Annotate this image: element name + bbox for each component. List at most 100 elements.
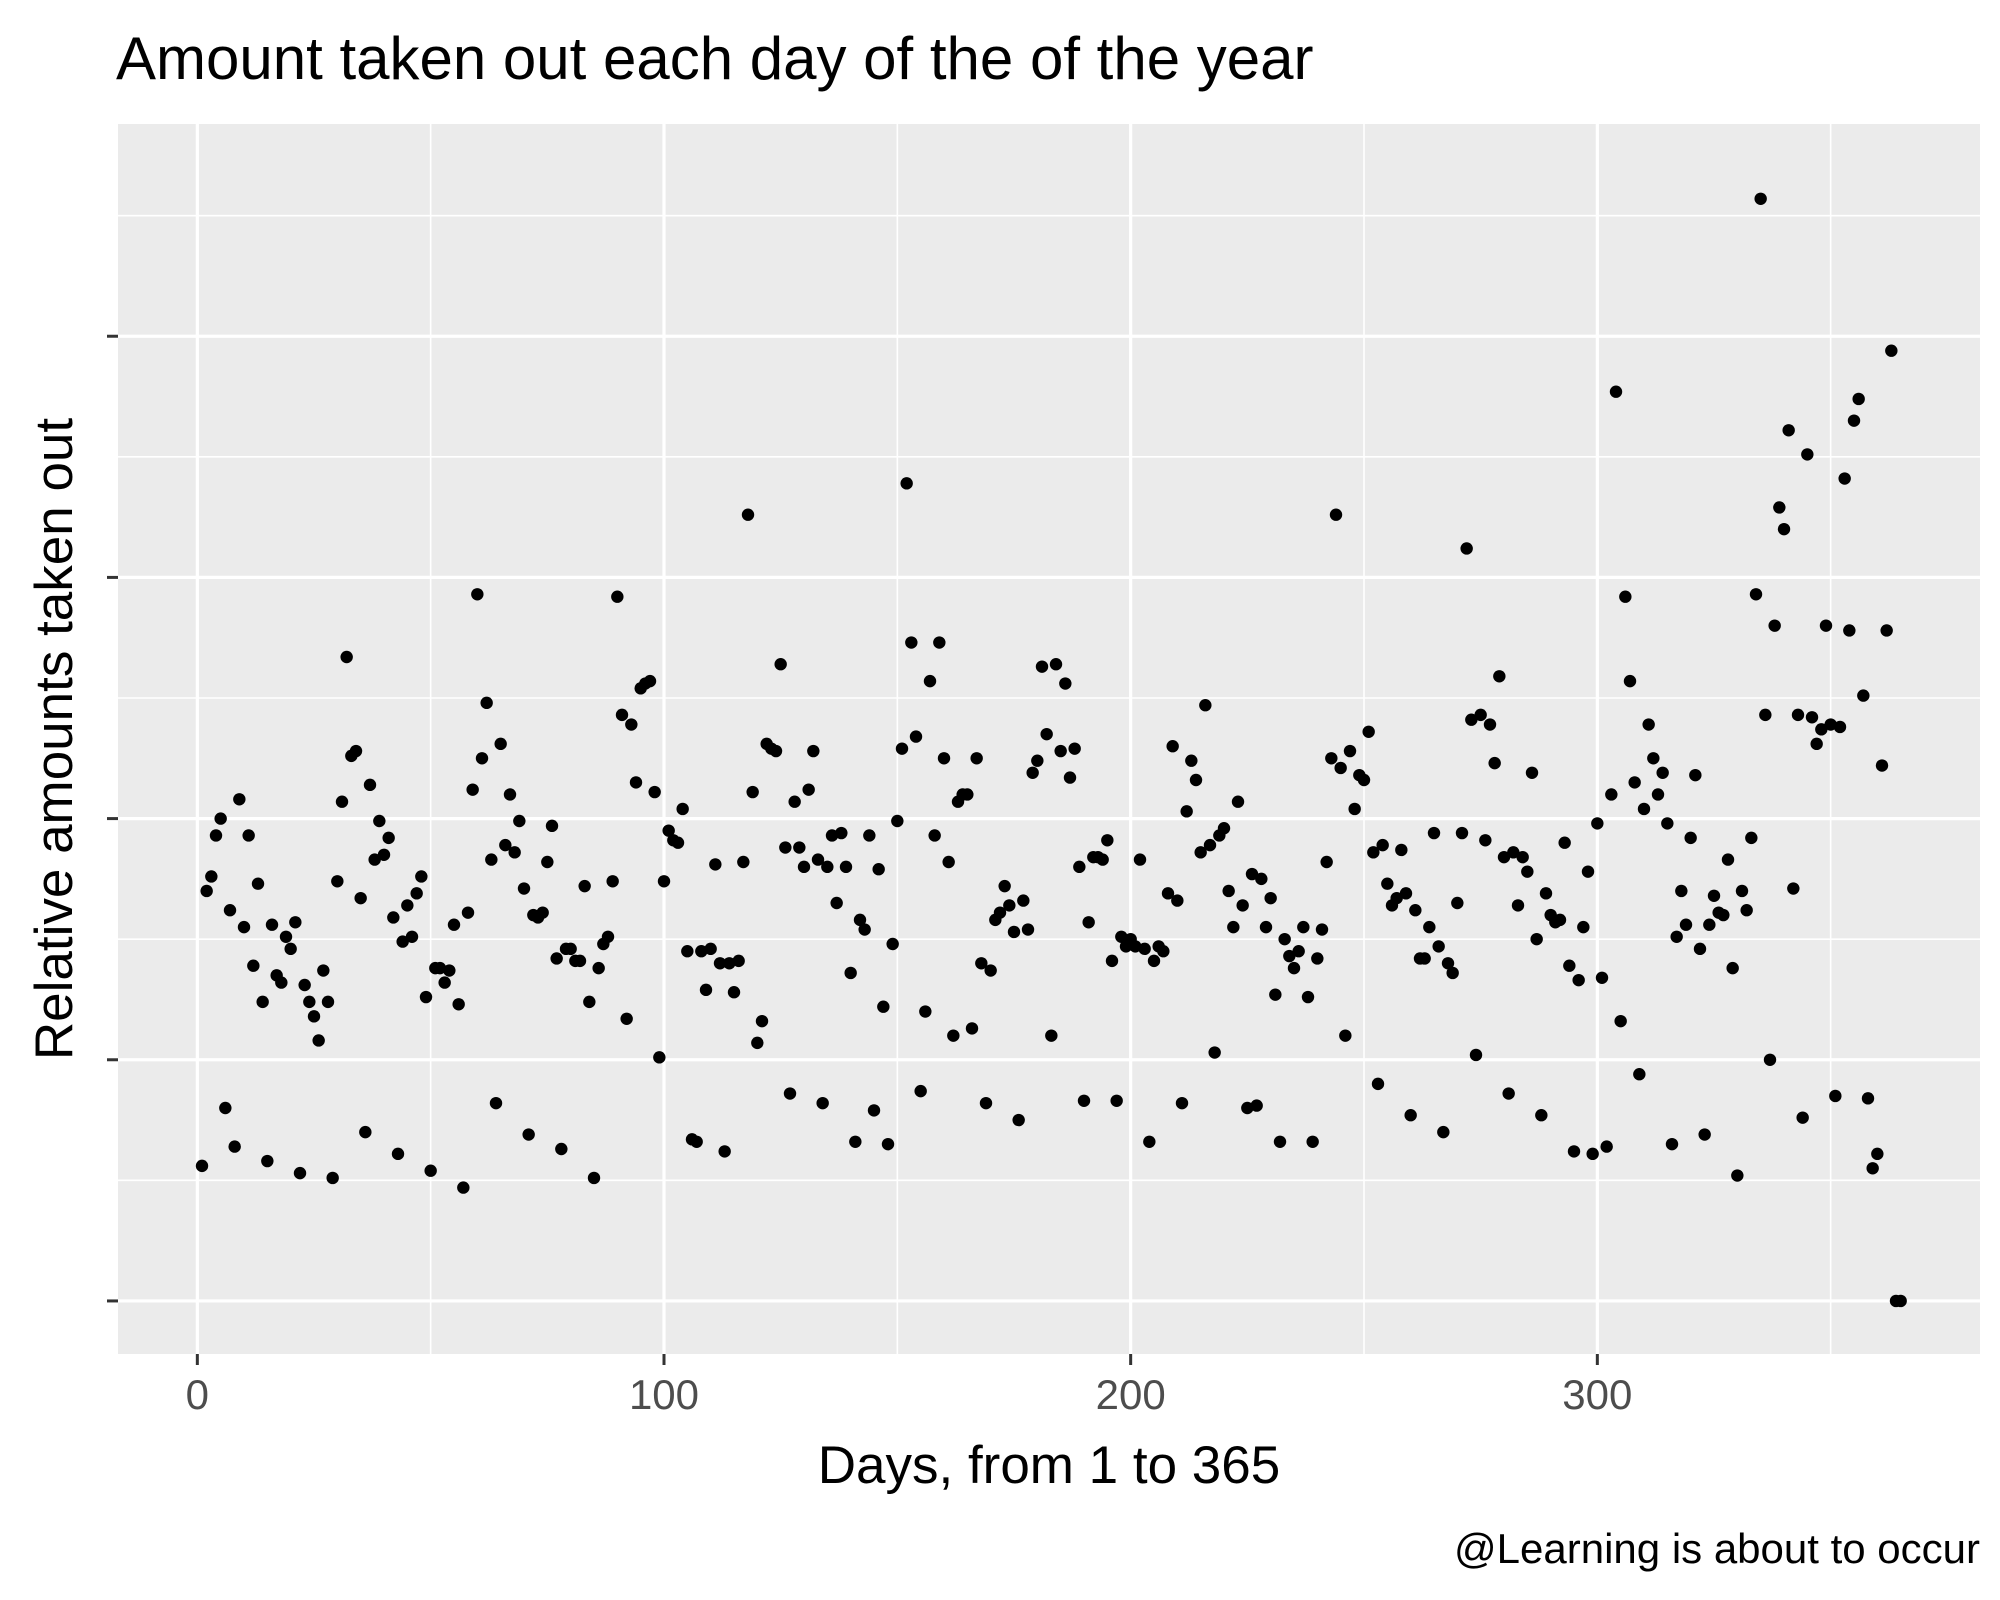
data-point — [965, 1022, 979, 1035]
data-point — [1161, 887, 1175, 900]
data-point — [1399, 887, 1413, 900]
data-point — [517, 882, 531, 895]
data-point — [1530, 932, 1543, 946]
data-point — [1619, 590, 1632, 603]
data-point — [438, 976, 451, 989]
data-point — [1586, 1147, 1599, 1161]
data-point — [1511, 899, 1525, 912]
data-point — [1105, 954, 1119, 968]
data-point — [373, 814, 386, 828]
data-point — [1292, 945, 1305, 958]
data-point — [359, 1125, 372, 1139]
data-point — [536, 906, 549, 919]
data-point — [195, 1159, 209, 1173]
data-point — [368, 853, 381, 866]
data-point — [732, 954, 745, 968]
data-point — [1810, 737, 1823, 751]
data-point — [830, 896, 843, 910]
data-point — [1502, 1087, 1515, 1100]
data-point — [797, 860, 811, 874]
data-point — [1824, 718, 1837, 731]
data-point — [1339, 1029, 1352, 1042]
data-point — [788, 795, 801, 808]
data-point — [508, 846, 521, 859]
data-point — [793, 841, 806, 854]
data-point — [615, 708, 629, 722]
data-point — [835, 826, 848, 840]
data-point — [247, 959, 260, 972]
data-point — [1273, 1135, 1287, 1148]
data-point — [1595, 971, 1609, 984]
data-point — [293, 1166, 307, 1180]
data-point — [1745, 831, 1758, 845]
data-point — [709, 858, 722, 871]
data-point — [723, 957, 736, 970]
data-point — [1525, 766, 1539, 779]
data-point — [886, 937, 899, 951]
data-point — [979, 1096, 993, 1110]
data-point — [1180, 805, 1193, 818]
data-point — [755, 1014, 769, 1028]
data-point — [1553, 913, 1567, 927]
data-point — [1423, 920, 1436, 934]
data-point — [1754, 192, 1767, 205]
data-point — [1558, 836, 1571, 849]
data-point — [961, 788, 974, 801]
data-point — [1269, 988, 1282, 1001]
data-point — [298, 978, 311, 992]
data-point — [1871, 1147, 1884, 1161]
data-point — [1031, 754, 1044, 767]
data-point — [858, 923, 871, 936]
data-point — [1096, 853, 1109, 866]
data-point — [1110, 1094, 1123, 1107]
data-point — [1217, 822, 1231, 835]
data-point — [1073, 860, 1086, 874]
data-point — [592, 961, 605, 975]
data-point — [1801, 448, 1814, 461]
data-point — [1045, 1029, 1058, 1042]
x-tick-label: 200 — [1096, 1371, 1166, 1418]
data-point — [1698, 1128, 1711, 1141]
data-point — [1021, 923, 1035, 936]
data-point — [1437, 1125, 1450, 1139]
data-point — [914, 1084, 927, 1098]
data-point — [1707, 889, 1721, 902]
data-point — [1143, 1135, 1156, 1148]
data-point — [807, 744, 820, 758]
x-tick-label: 300 — [1562, 1371, 1632, 1418]
data-point — [331, 875, 344, 888]
data-point — [662, 824, 675, 837]
x-axis-title: Days, from 1 to 365 — [818, 1436, 1280, 1495]
data-point — [891, 814, 904, 828]
data-point — [494, 737, 507, 751]
data-point — [1264, 891, 1277, 905]
data-point — [1199, 699, 1212, 712]
data-point — [863, 829, 876, 842]
data-point — [783, 1087, 797, 1100]
data-point — [1563, 959, 1576, 972]
data-point — [895, 742, 909, 755]
data-point — [363, 778, 377, 792]
data-point — [1133, 853, 1147, 866]
data-point — [867, 1104, 881, 1117]
data-point — [405, 930, 419, 943]
data-point — [1721, 853, 1735, 866]
data-point — [256, 995, 269, 1009]
data-point — [419, 990, 433, 1004]
data-point — [653, 1051, 666, 1064]
data-point — [909, 730, 923, 743]
data-point — [1843, 624, 1856, 637]
data-point — [699, 983, 713, 997]
data-point — [396, 935, 409, 948]
data-point — [816, 1096, 829, 1110]
data-point — [1068, 742, 1081, 755]
data-point — [1516, 850, 1529, 864]
data-point — [1166, 740, 1179, 753]
data-point — [1628, 776, 1641, 789]
data-point — [1833, 720, 1847, 734]
data-point — [1670, 930, 1683, 943]
data-point — [503, 788, 517, 801]
data-point — [1763, 1053, 1777, 1066]
data-point — [443, 964, 456, 977]
